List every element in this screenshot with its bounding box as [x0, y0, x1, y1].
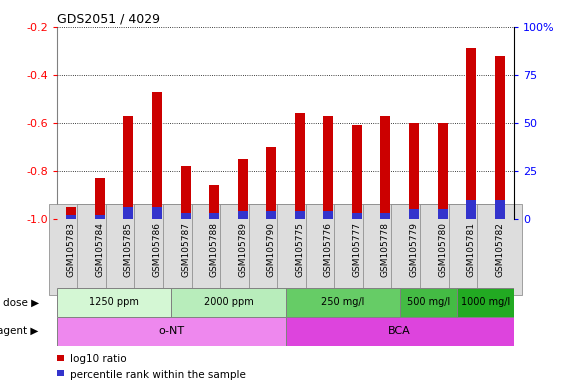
Bar — [238, 211, 248, 219]
Bar — [494, 200, 505, 219]
Bar — [380, 213, 391, 219]
Bar — [266, 147, 276, 219]
Text: dose ▶: dose ▶ — [3, 297, 39, 308]
Bar — [57, 317, 286, 346]
Bar — [380, 116, 391, 219]
Bar — [180, 213, 191, 219]
Bar — [152, 92, 162, 219]
Bar — [409, 123, 419, 219]
Text: 1250 ppm: 1250 ppm — [89, 297, 139, 308]
Bar — [209, 185, 219, 219]
Bar — [171, 288, 286, 317]
Bar — [180, 166, 191, 219]
Bar — [95, 215, 105, 219]
Bar — [437, 209, 448, 219]
Text: 2000 ppm: 2000 ppm — [203, 297, 254, 308]
Bar — [295, 211, 305, 219]
Bar — [494, 56, 505, 219]
Bar — [66, 215, 77, 219]
Bar — [437, 123, 448, 219]
Text: BCA: BCA — [388, 326, 411, 336]
Bar — [352, 125, 362, 219]
Bar — [323, 116, 333, 219]
Bar — [323, 211, 333, 219]
Bar — [123, 207, 134, 219]
Bar — [123, 116, 134, 219]
Bar — [238, 159, 248, 219]
Bar — [209, 213, 219, 219]
Bar — [295, 113, 305, 219]
Text: GDS2051 / 4029: GDS2051 / 4029 — [57, 13, 160, 26]
Text: percentile rank within the sample: percentile rank within the sample — [70, 370, 246, 380]
Bar — [400, 288, 457, 317]
Text: agent ▶: agent ▶ — [0, 326, 39, 336]
Bar — [409, 209, 419, 219]
Bar — [457, 288, 514, 317]
Text: 250 mg/l: 250 mg/l — [321, 297, 364, 308]
Bar — [95, 178, 105, 219]
Text: 500 mg/l: 500 mg/l — [407, 297, 450, 308]
Text: log10 ratio: log10 ratio — [70, 354, 126, 364]
Bar — [466, 200, 476, 219]
Bar — [57, 288, 171, 317]
Bar — [466, 48, 476, 219]
Bar — [152, 207, 162, 219]
Bar — [66, 207, 77, 219]
Bar — [286, 288, 400, 317]
Bar — [266, 211, 276, 219]
Bar — [352, 213, 362, 219]
Text: 1000 mg/l: 1000 mg/l — [461, 297, 510, 308]
Text: o-NT: o-NT — [158, 326, 184, 336]
Bar — [286, 317, 514, 346]
